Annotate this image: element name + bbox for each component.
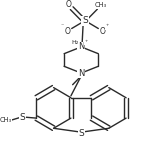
Text: N: N	[78, 69, 84, 78]
Text: H₂: H₂	[71, 40, 78, 45]
Text: ⁺: ⁺	[84, 40, 88, 45]
Text: CH₃: CH₃	[95, 2, 107, 8]
Text: ⁺: ⁺	[105, 24, 109, 29]
Text: O: O	[66, 0, 72, 9]
Text: S: S	[82, 16, 88, 25]
Text: S: S	[19, 113, 25, 122]
Text: ⁻: ⁻	[60, 24, 64, 29]
Text: S: S	[78, 129, 84, 138]
Text: N: N	[78, 43, 84, 51]
Text: CH₃: CH₃	[0, 117, 12, 123]
Text: O: O	[99, 27, 105, 36]
Text: O: O	[65, 27, 71, 36]
